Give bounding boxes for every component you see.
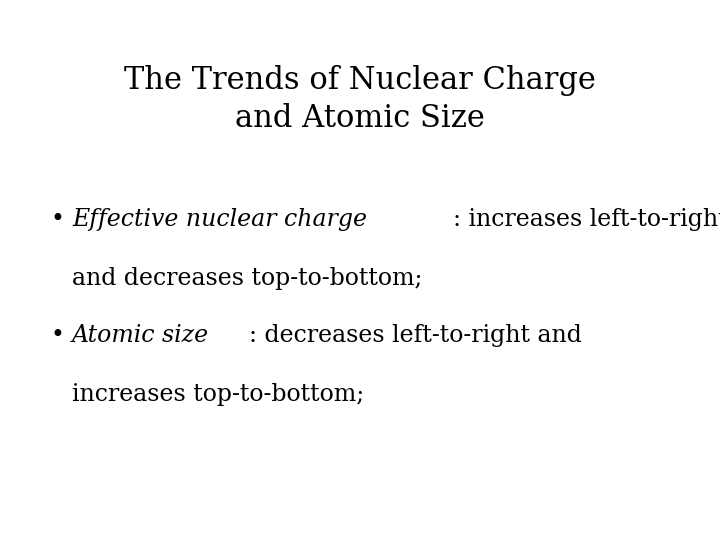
Text: •: • — [50, 208, 64, 231]
Text: Atomic size: Atomic size — [72, 324, 209, 347]
Text: Effective nuclear charge: Effective nuclear charge — [72, 208, 367, 231]
Text: and decreases top-to-bottom;: and decreases top-to-bottom; — [72, 267, 423, 291]
Text: The Trends of Nuclear Charge
and Atomic Size: The Trends of Nuclear Charge and Atomic … — [124, 65, 596, 134]
Text: : decreases left-to-right and: : decreases left-to-right and — [249, 324, 582, 347]
Text: : increases left-to-right: : increases left-to-right — [453, 208, 720, 231]
Text: •: • — [50, 324, 64, 347]
Text: increases top-to-bottom;: increases top-to-bottom; — [72, 383, 364, 407]
